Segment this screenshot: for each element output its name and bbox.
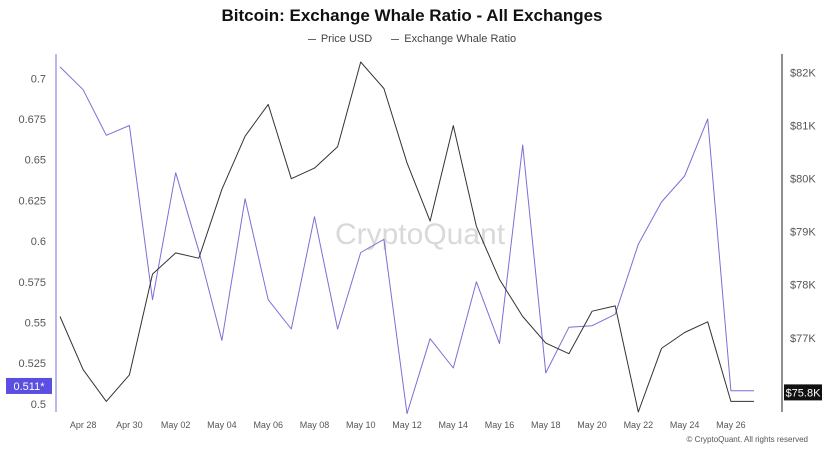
price-line	[59, 61, 754, 413]
y-right-tick-label: $77K	[790, 333, 816, 345]
y-left-tick-label: 0.6	[31, 236, 46, 248]
y-right-tick-label: $80K	[790, 174, 816, 186]
chart-legend: Price USD Exchange Whale Ratio	[0, 33, 824, 45]
y-left-tick-label: 0.55	[25, 317, 46, 329]
y-right-tick-label: $81K	[790, 121, 816, 133]
y-left-tick-label: 0.575	[18, 277, 46, 289]
x-tick-label: May 26	[716, 420, 746, 430]
left-last-value-text: 0.511*	[14, 381, 46, 393]
x-tick-label: May 02	[161, 420, 191, 430]
x-tick-label: May 04	[207, 420, 237, 430]
x-tick-label: Apr 30	[116, 420, 143, 430]
copyright-footer: © CryptoQuant. All rights reserved	[687, 435, 809, 444]
watermark-text: CryptoQuant	[335, 218, 506, 251]
x-tick-label: May 08	[300, 420, 330, 430]
right-last-value-badge	[784, 384, 822, 401]
x-tick-label: May 06	[253, 420, 283, 430]
y-right-tick-label: $78K	[790, 280, 816, 292]
left-last-value-badge	[6, 377, 52, 394]
x-tick-label: May 24	[670, 420, 700, 430]
y-left-tick-label: 0.525	[18, 358, 46, 370]
legend-item-price[interactable]: Price USD	[307, 33, 373, 45]
legend-swatch-whale-ratio	[391, 38, 400, 40]
x-tick-label: May 16	[485, 420, 515, 430]
chart-title: Bitcoin: Exchange Whale Ratio - All Exch…	[221, 6, 603, 25]
y-left-tick-label: 0.675	[18, 114, 46, 126]
x-tick-label: May 10	[346, 420, 376, 430]
y-left-tick-label: 0.65	[25, 155, 46, 167]
whale-ratio-line	[59, 66, 754, 415]
y-left-tick-label: 0.625	[18, 195, 46, 207]
x-tick-label: May 14	[439, 420, 469, 430]
x-tick-label: May 18	[531, 420, 561, 430]
legend-item-whale-ratio[interactable]: Exchange Whale Ratio	[391, 33, 516, 45]
right-last-value-text: $75.8K	[786, 387, 822, 399]
x-tick-label: May 22	[624, 420, 654, 430]
y-right-tick-label: $79K	[790, 227, 816, 239]
y-right-tick-label: $82K	[790, 68, 816, 80]
legend-swatch-price	[307, 38, 316, 40]
y-left-tick-label: 0.5	[31, 399, 46, 411]
x-tick-label: May 12	[392, 420, 422, 430]
legend-label-whale-ratio: Exchange Whale Ratio	[404, 33, 517, 45]
x-tick-label: May 20	[577, 420, 607, 430]
y-left-tick-label: 0.7	[31, 73, 46, 85]
x-tick-label: Apr 28	[70, 420, 97, 430]
legend-label-price: Price USD	[320, 33, 373, 45]
